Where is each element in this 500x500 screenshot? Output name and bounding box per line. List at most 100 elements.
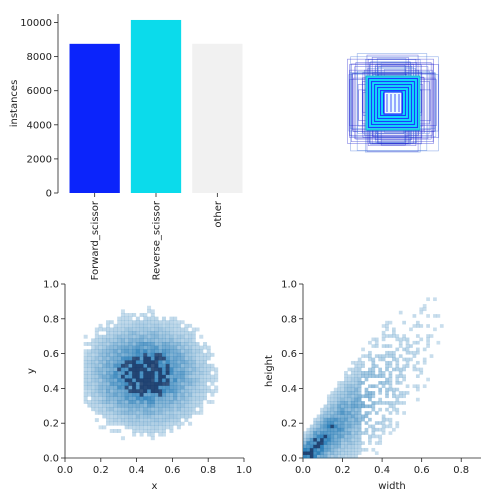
hist-cell xyxy=(173,320,178,325)
hist-cell xyxy=(206,356,211,361)
hist-cell xyxy=(354,374,359,378)
hist-cell xyxy=(350,374,355,378)
hist-cell xyxy=(94,403,99,408)
hist-cell xyxy=(120,320,125,325)
hist-cell xyxy=(195,327,200,332)
hist-cell xyxy=(128,378,133,383)
hist-cell xyxy=(132,352,137,357)
hist-cell xyxy=(392,350,396,355)
hist-cell xyxy=(303,434,307,439)
hist-cell xyxy=(306,427,311,432)
hist-cell xyxy=(94,338,99,343)
hist-cell xyxy=(139,360,144,365)
hist-cell xyxy=(313,431,317,435)
hist-cell xyxy=(124,396,129,401)
hist-cell xyxy=(395,411,400,415)
hist-cell xyxy=(154,418,159,423)
hist-cell xyxy=(199,360,204,365)
hist-cell xyxy=(180,327,185,332)
hist-cell xyxy=(109,371,114,375)
hist-cell xyxy=(124,400,129,404)
hist-cell xyxy=(113,360,118,365)
hist-cell xyxy=(361,360,365,365)
hist-cell xyxy=(354,424,359,429)
hist-cell xyxy=(102,392,107,397)
hist-cell xyxy=(320,421,324,425)
hist-cell xyxy=(184,371,189,375)
hist-cell xyxy=(124,421,129,426)
hist-cell xyxy=(392,427,396,432)
hist-cell xyxy=(165,327,170,332)
hist-cell xyxy=(350,367,355,372)
hist-cell xyxy=(195,360,200,365)
hist-cell xyxy=(202,371,208,375)
hist-cell xyxy=(135,367,140,372)
hist-cell xyxy=(422,384,427,389)
hist-cell xyxy=(337,424,341,429)
hist-cell xyxy=(330,394,335,399)
hist-cell xyxy=(180,400,185,404)
hist-cell xyxy=(169,352,174,357)
hist-cell xyxy=(357,414,362,419)
hist-cell xyxy=(419,337,424,342)
hist-cell xyxy=(147,385,152,390)
hist-cell xyxy=(161,342,166,346)
hist-cell xyxy=(199,410,204,415)
hist-cell xyxy=(344,404,348,409)
hist-cell xyxy=(173,385,178,390)
hist-cell xyxy=(381,371,386,375)
hist-cell xyxy=(91,371,96,375)
hist-cell xyxy=(433,297,437,302)
hist-cell xyxy=(87,371,92,375)
hist-cell xyxy=(326,404,331,409)
hist-cell xyxy=(388,417,393,422)
hist-cell xyxy=(161,316,166,321)
hist-cell xyxy=(357,417,362,422)
hist-cell xyxy=(195,342,200,346)
hist-cell xyxy=(113,331,118,336)
hist-cell xyxy=(135,400,140,404)
hist-cell xyxy=(371,404,376,409)
hist-cell xyxy=(154,342,159,346)
hist-cell xyxy=(161,360,166,365)
hist-cell xyxy=(106,381,111,386)
hist-cell xyxy=(132,327,137,332)
hist-cell xyxy=(147,371,152,375)
hist-cell xyxy=(415,397,420,402)
hist-cell xyxy=(143,407,148,412)
hist-cell xyxy=(344,447,348,452)
hist-cell xyxy=(350,404,355,409)
hist-cell xyxy=(165,320,170,325)
hist-cell xyxy=(87,385,92,390)
hist-cell xyxy=(176,356,181,361)
hist-cell xyxy=(385,377,389,382)
hist-cell xyxy=(368,340,372,345)
hist-cell xyxy=(113,334,118,339)
hist-cell xyxy=(169,323,174,328)
hist-cell xyxy=(180,320,185,325)
hist-cell xyxy=(378,354,383,358)
box-ring xyxy=(376,86,410,120)
hist-cell xyxy=(354,441,359,445)
hist-cell xyxy=(113,363,118,368)
hist-cell xyxy=(188,378,193,383)
hist-cell xyxy=(206,345,211,350)
hist-cell xyxy=(378,367,383,372)
hist-cell xyxy=(113,407,118,412)
hist-cell xyxy=(176,385,181,390)
hist-cell xyxy=(385,417,389,422)
hist-cell xyxy=(98,396,103,401)
hist-cell xyxy=(139,410,144,415)
hist-cell xyxy=(350,394,355,399)
hist-cell xyxy=(128,400,133,404)
hist-cell xyxy=(132,407,137,412)
hist-cell xyxy=(364,394,369,399)
hist-cell xyxy=(120,396,125,401)
hist-cell xyxy=(102,356,107,361)
hist-cell xyxy=(139,374,144,379)
box-ring xyxy=(370,80,416,126)
hist-cell xyxy=(381,324,386,328)
hist-cell xyxy=(195,403,200,408)
hist-cell xyxy=(98,374,103,379)
hist-cell xyxy=(195,352,200,357)
